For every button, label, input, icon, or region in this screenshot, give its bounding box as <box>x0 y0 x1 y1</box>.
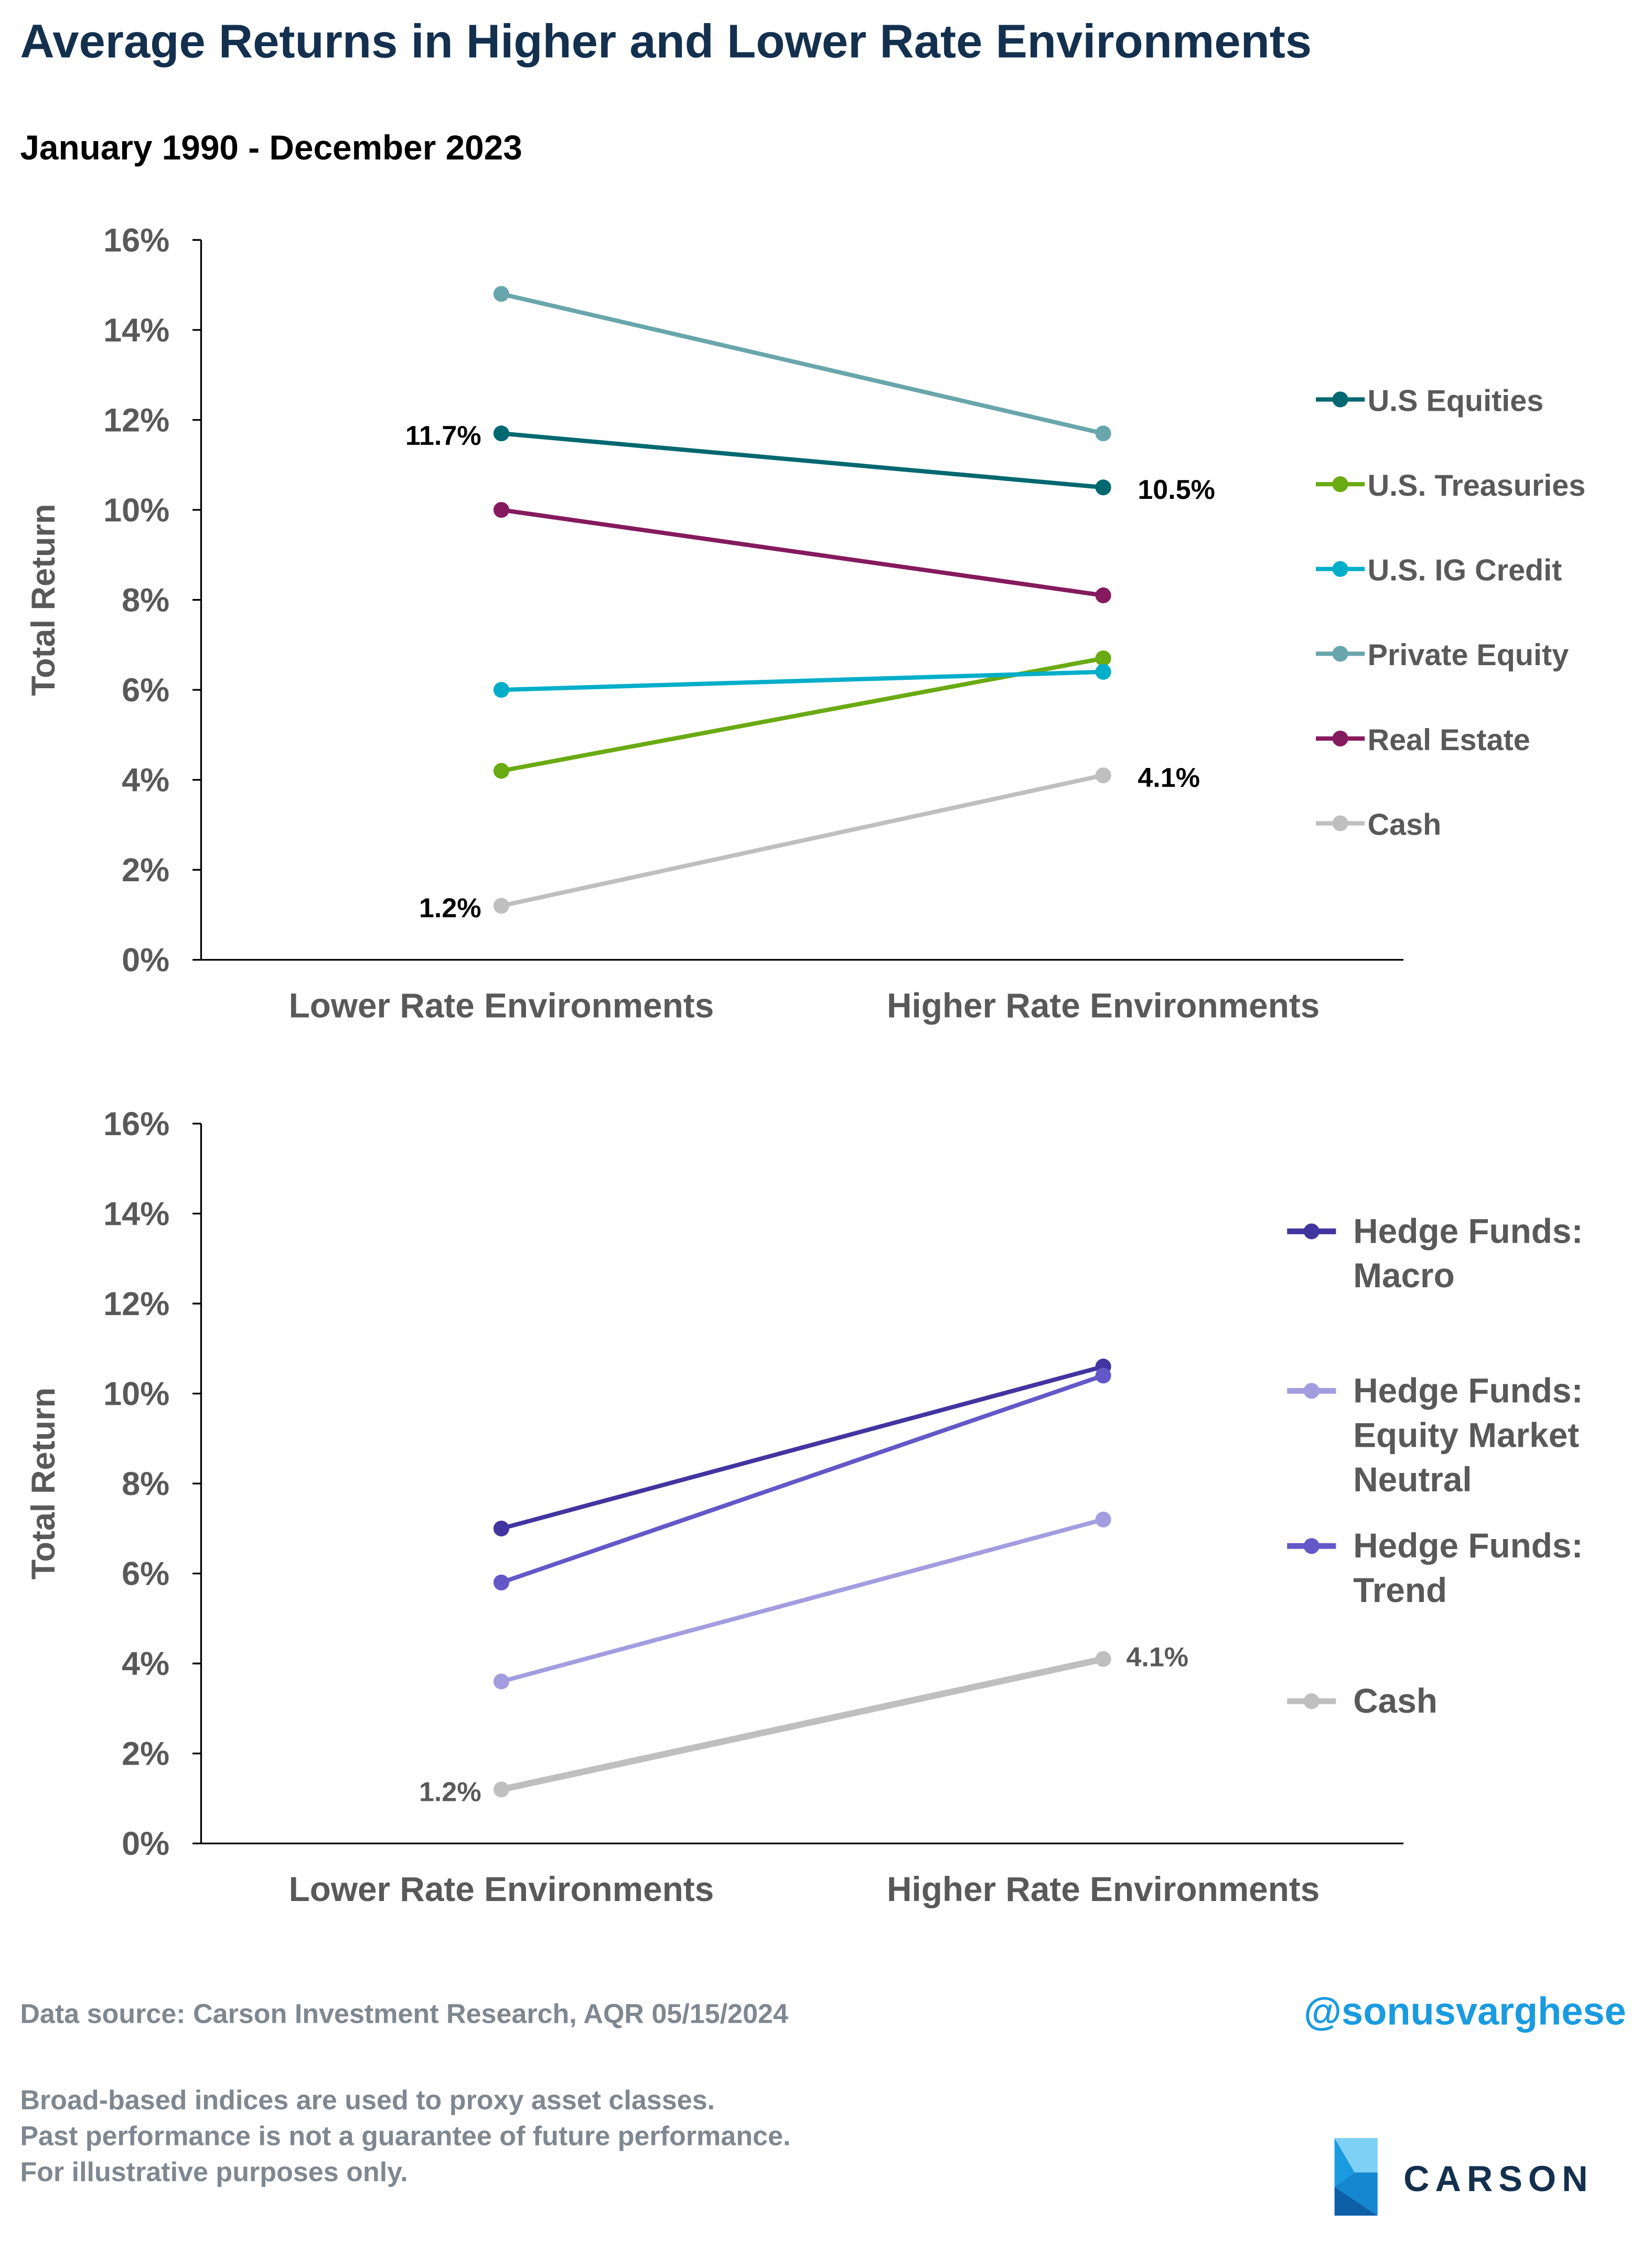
y-tick-label: 14% <box>103 1195 169 1232</box>
data-point <box>1095 650 1111 667</box>
legend-swatch-marker <box>1303 1223 1320 1240</box>
legend-swatch-marker <box>1303 1693 1320 1710</box>
x-tick-label: Lower Rate Environments <box>289 986 714 1024</box>
legend-swatch-marker <box>1332 646 1348 662</box>
y-tick-label: 2% <box>122 1736 169 1772</box>
page-title: Average Returns in Higher and Lower Rate… <box>20 14 1312 68</box>
y-tick-label: 0% <box>122 1825 169 1862</box>
logo-text: CARSON <box>1403 2159 1593 2199</box>
legend-swatch-marker <box>1332 476 1348 493</box>
series-line <box>500 1656 1104 1793</box>
y-tick-label: 14% <box>103 312 169 349</box>
y-tick-label: 8% <box>122 582 169 618</box>
legend-label: U.S Equities <box>1368 384 1544 418</box>
y-tick-label: 2% <box>122 852 169 889</box>
carson-logo: CARSON <box>1334 2138 1593 2216</box>
data-point <box>493 898 510 914</box>
data-point <box>1095 664 1111 680</box>
data-label: 1.2% <box>419 1777 481 1807</box>
logo-shape-left <box>1334 2138 1355 2187</box>
data-label: 11.7% <box>405 421 481 451</box>
data-point <box>1095 587 1111 604</box>
data-point <box>493 1673 510 1690</box>
legend-label: U.S. Treasuries <box>1368 469 1586 503</box>
data-point <box>493 763 510 779</box>
y-tick-label: 10% <box>103 492 169 529</box>
data-point <box>493 1781 510 1798</box>
legend-label: Hedge Funds: <box>1353 1371 1583 1410</box>
series-line <box>500 1373 1104 1585</box>
y-tick-label: 16% <box>103 1106 169 1142</box>
logo-shape-bottom <box>1334 2172 1378 2216</box>
series-line <box>501 292 1104 436</box>
series-line <box>500 1517 1104 1684</box>
legend-label: Macro <box>1353 1256 1455 1295</box>
data-point <box>1095 1368 1111 1384</box>
legend-swatch-marker <box>1332 815 1348 831</box>
x-tick-label: Higher Rate Environments <box>887 1870 1320 1908</box>
y-tick-label: 8% <box>122 1466 169 1502</box>
series-line <box>501 431 1103 490</box>
y-tick-label: 4% <box>122 1646 169 1682</box>
legend-swatch-marker <box>1332 391 1348 408</box>
legend-label: Cash <box>1368 808 1442 841</box>
top-chart: 0% 2% 4% 6% 8% 10% 12% 14% 16% Total Return Lower … <box>25 222 1586 1024</box>
legend-label: Neutral <box>1353 1460 1472 1499</box>
legend-label: Equity Market <box>1353 1415 1579 1454</box>
legend-label: Cash <box>1353 1681 1438 1720</box>
twitter-handle[interactable]: @sonusvarghese <box>1303 1990 1626 2033</box>
y-tick-label: 6% <box>122 672 169 709</box>
legend-swatch-marker <box>1303 1383 1320 1399</box>
legend-swatch-marker <box>1303 1538 1320 1554</box>
y-tick-label: 12% <box>103 1286 169 1322</box>
legend-label: Hedge Funds: <box>1353 1526 1583 1565</box>
logo-shape-top <box>1334 2138 1378 2173</box>
legend-label: Trend <box>1353 1571 1447 1609</box>
legend-label: Real Estate <box>1368 723 1530 757</box>
legend-label: Hedge Funds: <box>1353 1211 1583 1250</box>
data-point <box>493 1520 510 1536</box>
page-subtitle: January 1990 - December 2023 <box>20 129 522 168</box>
data-point <box>493 286 510 302</box>
y-tick-label: 16% <box>103 222 169 259</box>
data-point <box>1095 767 1111 784</box>
x-tick-label: Lower Rate Environments <box>289 1870 714 1908</box>
y-tick-label: 4% <box>122 762 169 799</box>
legend-swatch-marker <box>1332 561 1348 577</box>
data-source: Data source: Carson Investment Research,… <box>20 2000 788 2031</box>
data-label: 4.1% <box>1138 763 1200 793</box>
series-line <box>501 669 1103 692</box>
data-label: 4.1% <box>1126 1642 1188 1672</box>
y-tick-label: 10% <box>103 1375 169 1412</box>
legend-swatch-marker <box>1332 730 1348 746</box>
series-line <box>501 507 1104 598</box>
y-axis-title: Total Return <box>25 504 62 696</box>
bottom-chart: 0% 2% 4% 6% 8% 10% 12% 14% 16% Total Return Lower … <box>25 1106 1583 1908</box>
data-point <box>1095 1651 1111 1667</box>
y-tick-label: 12% <box>103 402 169 439</box>
data-point <box>493 425 510 442</box>
disclaimer-2: Past performance is not a guarantee of f… <box>20 2122 791 2153</box>
legend-label: Private Equity <box>1368 638 1569 672</box>
x-tick-label: Higher Rate Environments <box>887 986 1320 1024</box>
y-tick-label: 6% <box>122 1556 169 1593</box>
legend-label: U.S. IG Credit <box>1368 554 1562 588</box>
series-line <box>500 1364 1104 1531</box>
y-axis-title: Total Return <box>25 1387 62 1579</box>
y-tick-label: 0% <box>122 942 169 979</box>
data-label: 1.2% <box>419 893 481 924</box>
data-point <box>1095 479 1111 496</box>
data-point <box>493 682 510 698</box>
disclaimer-3: For illustrative purposes only. <box>20 2158 408 2188</box>
data-point <box>1095 425 1111 442</box>
data-point <box>1095 1511 1111 1528</box>
disclaimer-1: Broad-based indices are used to proxy as… <box>20 2086 715 2117</box>
series-line <box>501 656 1104 773</box>
data-point <box>493 1574 510 1590</box>
series-line <box>501 773 1104 908</box>
data-point <box>493 501 510 518</box>
data-label: 10.5% <box>1138 475 1215 505</box>
